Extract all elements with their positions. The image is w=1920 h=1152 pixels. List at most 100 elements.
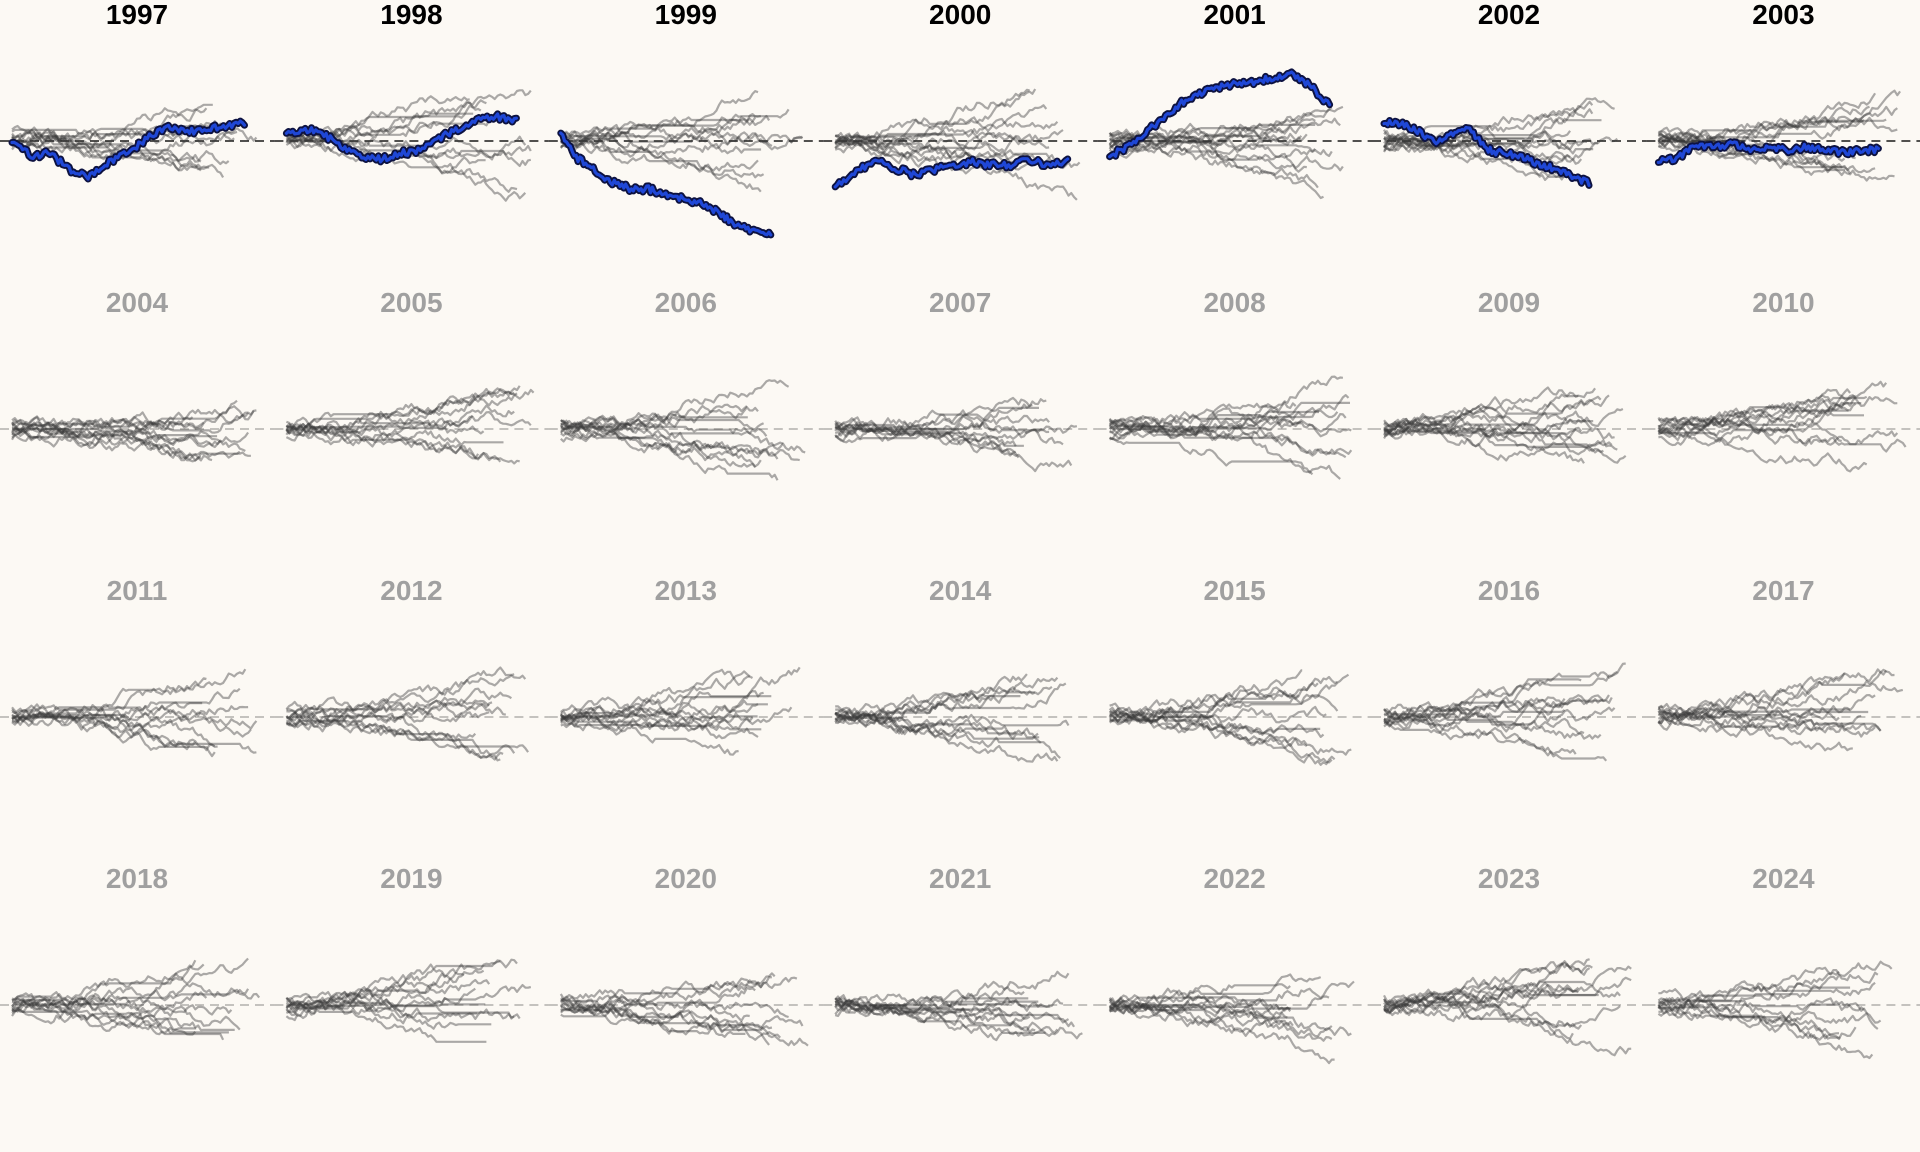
panel-title: 2007 <box>929 287 991 318</box>
series-line <box>560 707 758 728</box>
series-line <box>559 379 790 431</box>
series-line <box>11 687 241 724</box>
panel-2007: 2007 <box>823 287 1098 473</box>
series-line <box>1109 705 1327 726</box>
series-line <box>560 972 776 1013</box>
series-line <box>1657 394 1868 426</box>
series-line <box>834 996 1064 1017</box>
series-line <box>560 403 748 430</box>
series-line <box>285 112 474 145</box>
series-line <box>285 411 532 432</box>
series-line <box>285 978 491 1011</box>
series-line <box>1657 116 1865 144</box>
panel-2000: 2000 <box>823 0 1098 201</box>
panel-2005: 2005 <box>274 287 549 465</box>
series-line <box>285 119 491 140</box>
series-line <box>286 716 504 761</box>
series-line <box>286 987 476 1017</box>
series-line <box>11 134 202 172</box>
series-line <box>560 123 804 159</box>
series-line <box>11 705 249 727</box>
series-line <box>1383 423 1583 442</box>
series-line <box>834 993 1039 1015</box>
series-line <box>285 712 477 742</box>
series-line <box>1657 981 1876 1009</box>
series-line <box>1658 412 1864 437</box>
series-line <box>559 126 803 152</box>
series-line <box>11 421 218 443</box>
series-line <box>834 104 1048 144</box>
series-line <box>560 998 770 1046</box>
series-line <box>559 139 765 179</box>
series-line <box>11 711 218 748</box>
panel-2013: 2013 <box>548 575 824 756</box>
series-line <box>1108 983 1291 1008</box>
series-line <box>834 970 1070 1015</box>
series-line <box>1658 1004 1840 1040</box>
series-line <box>1657 970 1840 1010</box>
series-line <box>834 709 1017 736</box>
series-line <box>1383 958 1590 1014</box>
series-line <box>285 132 532 159</box>
series-line <box>1657 986 1851 1017</box>
series-line <box>834 986 1025 1006</box>
series-line <box>560 130 762 193</box>
series-line <box>1109 1004 1352 1037</box>
series-line <box>1109 410 1319 433</box>
series-line <box>560 713 739 756</box>
series-line <box>559 713 762 732</box>
series-line <box>1658 988 1879 1030</box>
panel-2021: 2021 <box>823 863 1098 1042</box>
panel-2001: 2001 <box>1097 0 1372 200</box>
series-line <box>11 999 233 1025</box>
panel-2014: 2014 <box>823 575 1098 763</box>
series-line <box>1383 407 1624 434</box>
panel-title: 2009 <box>1478 287 1540 318</box>
panel-title: 2022 <box>1203 863 1265 894</box>
series-line <box>834 121 1059 148</box>
series-line <box>834 139 1059 167</box>
series-line <box>559 413 748 434</box>
panel-title: 2002 <box>1478 0 1540 30</box>
series-line <box>1657 417 1868 473</box>
series-line <box>1109 406 1339 437</box>
series-line <box>1108 415 1352 440</box>
panel-title: 2021 <box>929 863 991 894</box>
panel-2020: 2020 <box>548 863 824 1047</box>
series-line <box>11 997 229 1034</box>
series-line <box>1658 380 1888 429</box>
series-line <box>1383 976 1632 1015</box>
series-line <box>835 691 1035 722</box>
series-line <box>11 959 197 1014</box>
panel-title: 2014 <box>929 575 992 606</box>
series-line <box>1109 123 1316 149</box>
series-line <box>11 421 222 449</box>
panel-2018: 2018 <box>0 863 275 1041</box>
series-line <box>1383 124 1587 150</box>
series-line <box>11 708 252 738</box>
series-line <box>834 428 1017 447</box>
series-line <box>285 404 515 440</box>
series-line <box>834 1000 1083 1040</box>
series-line <box>285 414 474 437</box>
series-line <box>1383 960 1591 1009</box>
panel-title: 2020 <box>655 863 717 894</box>
series-line <box>285 998 492 1030</box>
series-line <box>834 414 1050 436</box>
series-line <box>560 976 772 1004</box>
series-line <box>834 130 1035 154</box>
series-line <box>834 129 1064 152</box>
series-line <box>1383 129 1594 155</box>
series-line <box>11 103 213 151</box>
panel-title: 2017 <box>1752 575 1814 606</box>
series-line <box>1658 668 1895 722</box>
panel-2015: 2015 <box>1097 575 1372 766</box>
series-line <box>285 711 516 759</box>
series-line <box>11 957 249 1011</box>
series-line <box>1383 965 1632 1012</box>
panel-title: 1997 <box>106 0 168 30</box>
series-line <box>560 417 784 456</box>
series-line <box>11 999 225 1041</box>
series-line <box>560 668 751 727</box>
series-line <box>1383 670 1618 728</box>
